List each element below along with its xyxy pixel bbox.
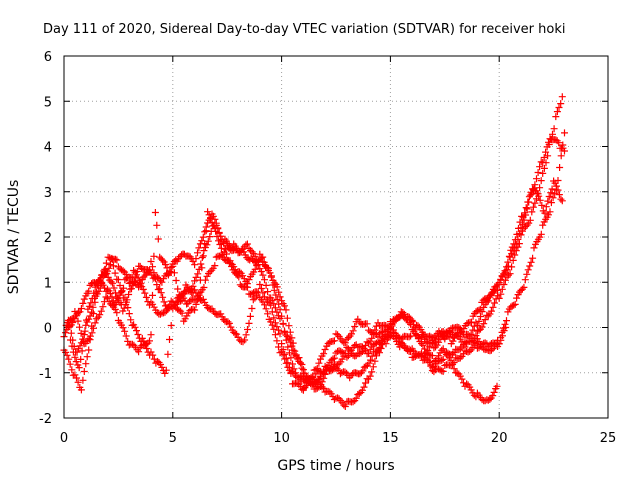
plot-frame <box>63 55 609 419</box>
y-tick-label: 3 <box>44 186 52 201</box>
y-tick-label: -2 <box>39 412 52 427</box>
y-tick-label: 0 <box>44 322 52 337</box>
chart-title: Day 111 of 2020, Sidereal Day-to-day VTE… <box>43 22 565 37</box>
y-tick-label: 2 <box>44 231 52 246</box>
y-tick-label: 1 <box>44 276 52 291</box>
x-axis-label: GPS time / hours <box>277 458 394 474</box>
y-tick-label: 5 <box>44 95 52 110</box>
y-gridlines <box>64 100 608 374</box>
y-tick-label: 4 <box>44 141 52 156</box>
y-tick-label: 6 <box>44 50 52 65</box>
x-tick-label: 20 <box>491 431 508 446</box>
x-tick-label: 10 <box>273 431 290 446</box>
y-tick-labels: -2 -1 0 1 2 3 4 5 6 <box>39 50 52 427</box>
x-tick-labels: 0 5 10 15 20 25 <box>60 431 616 446</box>
x-tick-label: 5 <box>169 431 177 446</box>
y-tick-label: -1 <box>39 367 52 382</box>
y-axis-label: SDTVAR / TECUs <box>6 180 22 295</box>
x-tick-label: 25 <box>600 431 617 446</box>
x-tick-label: 0 <box>60 431 68 446</box>
x-tick-label: 15 <box>382 431 399 446</box>
